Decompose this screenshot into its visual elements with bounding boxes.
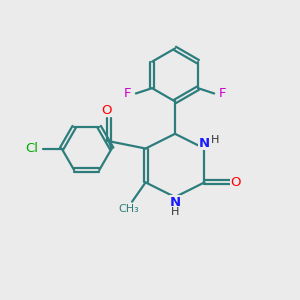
Text: H: H [171,207,179,218]
Text: O: O [231,176,241,189]
Text: F: F [219,87,226,100]
Text: O: O [101,104,112,117]
Text: CH₃: CH₃ [119,204,140,214]
Text: F: F [124,87,131,100]
Text: N: N [169,196,181,209]
Text: N: N [199,137,210,150]
Text: H: H [211,135,219,145]
Text: Cl: Cl [25,142,38,155]
